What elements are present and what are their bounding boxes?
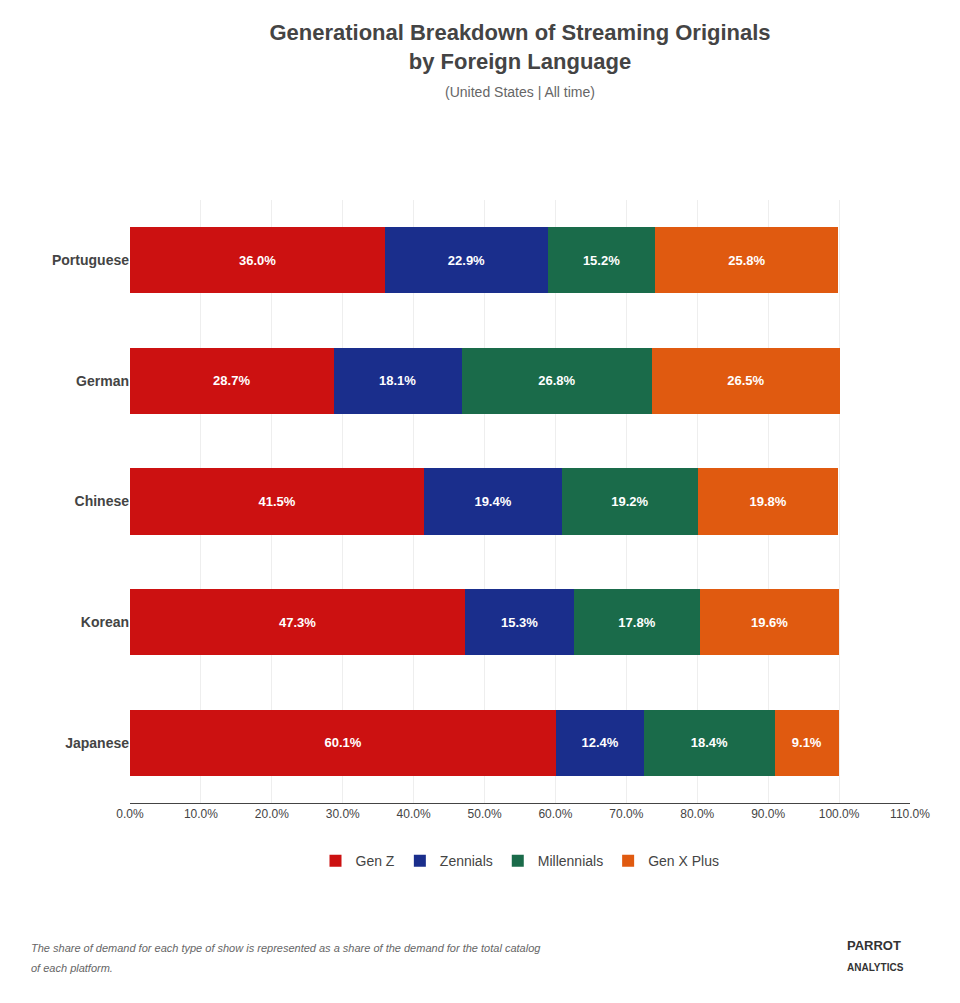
svg-text:70.0%: 70.0% — [609, 807, 643, 821]
svg-text:German: German — [76, 373, 129, 389]
svg-text:50.0%: 50.0% — [468, 807, 502, 821]
svg-text:Japanese: Japanese — [65, 735, 129, 751]
svg-text:100.0%: 100.0% — [819, 807, 860, 821]
svg-text:Portuguese: Portuguese — [52, 252, 129, 268]
svg-text:Gen Z: Gen Z — [356, 853, 395, 869]
svg-text:10.0%: 10.0% — [184, 807, 218, 821]
svg-text:Zennials: Zennials — [440, 853, 493, 869]
svg-text:30.0%: 30.0% — [326, 807, 360, 821]
svg-text:Chinese: Chinese — [75, 493, 130, 509]
svg-text:The share of demand for each t: The share of demand for each type of sho… — [31, 942, 541, 954]
svg-text:9.1%: 9.1% — [792, 735, 822, 750]
svg-text:28.7%: 28.7% — [213, 373, 250, 388]
svg-text:26.8%: 26.8% — [538, 373, 575, 388]
svg-text:of each platform.: of each platform. — [31, 962, 113, 974]
svg-text:40.0%: 40.0% — [397, 807, 431, 821]
svg-text:47.3%: 47.3% — [279, 615, 316, 630]
svg-text:15.2%: 15.2% — [583, 253, 620, 268]
svg-text:20.0%: 20.0% — [255, 807, 289, 821]
svg-text:15.3%: 15.3% — [501, 615, 538, 630]
svg-text:0.0%: 0.0% — [116, 807, 144, 821]
svg-text:ANALYTICS: ANALYTICS — [847, 962, 904, 973]
svg-text:19.2%: 19.2% — [611, 494, 648, 509]
svg-text:80.0%: 80.0% — [680, 807, 714, 821]
svg-text:19.4%: 19.4% — [474, 494, 511, 509]
svg-text:17.8%: 17.8% — [618, 615, 655, 630]
svg-text:19.6%: 19.6% — [751, 615, 788, 630]
svg-text:Korean: Korean — [81, 614, 129, 630]
svg-text:26.5%: 26.5% — [727, 373, 764, 388]
svg-text:12.4%: 12.4% — [581, 735, 618, 750]
svg-text:25.8%: 25.8% — [728, 253, 765, 268]
svg-text:PARROT: PARROT — [847, 938, 901, 953]
svg-text:60.1%: 60.1% — [324, 735, 361, 750]
svg-text:19.8%: 19.8% — [750, 494, 787, 509]
svg-text:90.0%: 90.0% — [751, 807, 785, 821]
svg-text:18.1%: 18.1% — [379, 373, 416, 388]
svg-text:Gen X Plus: Gen X Plus — [648, 853, 719, 869]
svg-text:60.0%: 60.0% — [538, 807, 572, 821]
svg-text:36.0%: 36.0% — [239, 253, 276, 268]
svg-text:22.9%: 22.9% — [448, 253, 485, 268]
svg-text:Millennials: Millennials — [538, 853, 603, 869]
svg-text:Generational Breakdown of Stre: Generational Breakdown of Streaming Orig… — [269, 20, 770, 100]
svg-text:18.4%: 18.4% — [691, 735, 728, 750]
svg-text:41.5%: 41.5% — [258, 494, 295, 509]
svg-text:110.0%: 110.0% — [890, 807, 930, 821]
